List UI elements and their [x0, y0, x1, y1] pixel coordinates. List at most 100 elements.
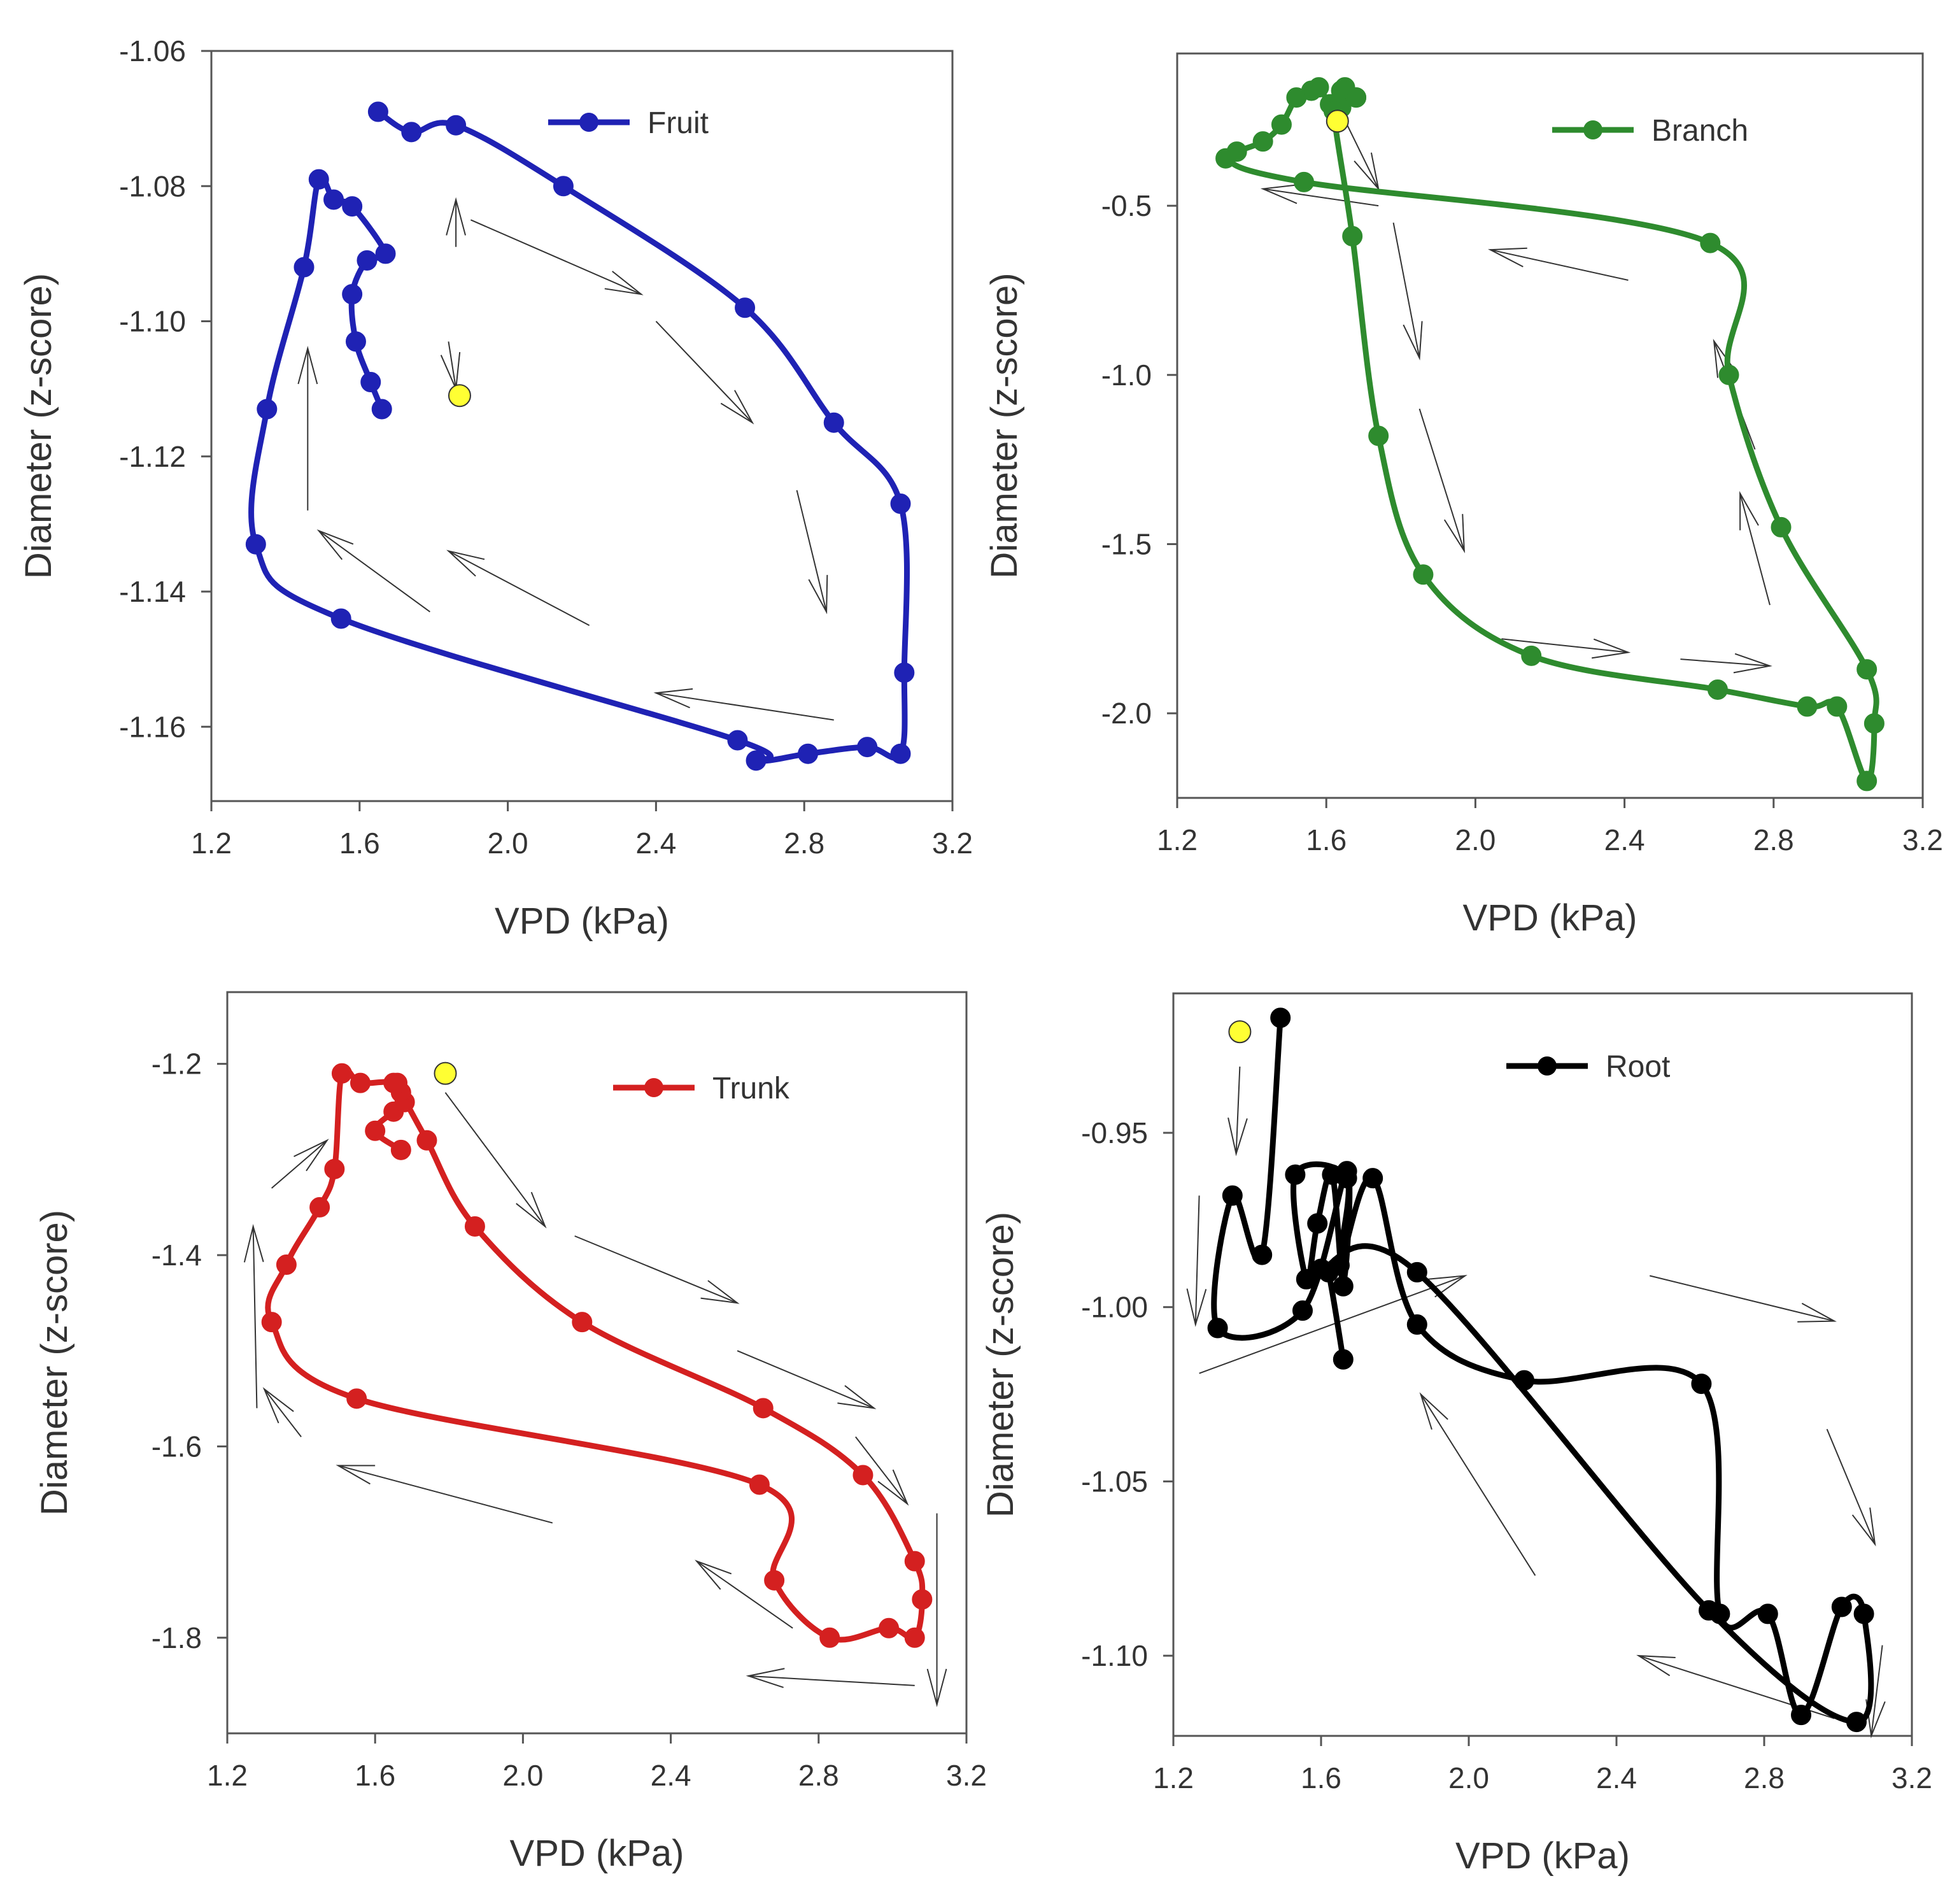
data-point — [1846, 1712, 1867, 1733]
x-tick-label: 2.0 — [488, 827, 528, 860]
data-point — [904, 1551, 925, 1572]
direction-arrow — [796, 490, 828, 615]
data-point — [912, 1589, 933, 1610]
direction-arrow — [1227, 1066, 1248, 1156]
legend: Root — [1506, 1050, 1670, 1084]
data-point — [365, 1120, 386, 1141]
legend-label: Fruit — [647, 106, 709, 140]
data-point — [345, 331, 366, 352]
x-tick-label: 1.2 — [1157, 823, 1198, 856]
direction-arrow — [271, 1139, 329, 1189]
data-point — [1406, 1261, 1427, 1282]
direction-arrow — [1418, 408, 1466, 553]
x-tick-label: 2.8 — [784, 827, 824, 860]
data-point — [1333, 1349, 1354, 1370]
data-point — [890, 743, 911, 764]
data-point — [749, 1474, 770, 1495]
data-point — [387, 1072, 408, 1093]
direction-arrow — [336, 1465, 553, 1524]
y-axis-title: Diameter (z-score) — [18, 273, 59, 579]
direction-arrow — [1186, 1195, 1207, 1327]
data-point — [1853, 1603, 1874, 1624]
data-point — [1856, 659, 1878, 680]
data-point — [346, 1388, 367, 1409]
direction-arrow — [243, 1224, 264, 1409]
data-point — [1757, 1603, 1778, 1624]
direction-arrow — [926, 1513, 947, 1707]
direction-arrow — [444, 1092, 547, 1229]
x-tick-label: 2.4 — [635, 827, 676, 860]
data-point — [727, 730, 748, 751]
direction-arrow — [655, 320, 754, 425]
direction-arrow — [1199, 1275, 1467, 1374]
legend-marker — [644, 1078, 663, 1097]
data-point — [1307, 1213, 1328, 1234]
x-tick-label: 2.0 — [502, 1759, 543, 1792]
data-point — [401, 122, 422, 143]
y-axis-title: Diameter (z-score) — [984, 273, 1025, 578]
direction-arrow — [1826, 1428, 1876, 1547]
x-axis-title: VPD (kPa) — [495, 900, 669, 942]
x-tick-label: 1.6 — [1306, 823, 1347, 856]
data-point — [367, 101, 388, 122]
y-tick-label: -1.05 — [1081, 1465, 1148, 1498]
y-tick-label: -1.06 — [119, 34, 186, 67]
data-point — [823, 412, 844, 433]
data-point — [308, 169, 329, 190]
data-point — [1514, 1370, 1534, 1391]
y-tick-label: -0.5 — [1101, 189, 1152, 222]
direction-arrow — [855, 1436, 909, 1506]
data-point — [446, 115, 467, 136]
data-point — [1285, 1164, 1306, 1185]
x-tick-label: 1.6 — [1301, 1761, 1341, 1794]
data-point — [798, 743, 819, 764]
x-tick-label: 3.2 — [1892, 1761, 1932, 1794]
data-point — [879, 1617, 900, 1638]
direction-arrow — [737, 1350, 877, 1409]
data-point — [1521, 645, 1542, 666]
direction-arrow — [1260, 183, 1379, 207]
direction-arrow — [316, 529, 430, 613]
panel-fruit: 1.2 1.6 2.0 2.4 2.8 3.2 -1.06 -1.08 -1.10 -1.12 -1… — [18, 34, 973, 942]
data-point — [390, 1139, 411, 1160]
y-tick-label: -2.0 — [1101, 697, 1152, 730]
y-tick-label: -1.08 — [119, 169, 186, 202]
data-point — [416, 1130, 437, 1151]
y-tick-label: -1.5 — [1101, 527, 1152, 560]
panel-root: 1.2 1.6 2.0 2.4 2.8 3.2 -0.95 -1.00 -1.05 -1.10 VP… — [980, 992, 1932, 1877]
direction-arrow — [1392, 222, 1423, 361]
data-point — [1336, 1168, 1357, 1189]
data-point — [360, 372, 381, 393]
data-point — [293, 257, 315, 278]
data-point — [1271, 114, 1292, 135]
data-point — [1222, 1185, 1243, 1206]
start-point-marker — [1326, 110, 1349, 133]
x-tick-label: 1.2 — [207, 1759, 248, 1792]
y-tick-label: -1.8 — [152, 1621, 202, 1654]
data-point — [1215, 148, 1236, 169]
y-tick-label: -1.16 — [119, 710, 186, 743]
direction-arrow — [1680, 653, 1772, 674]
data-point — [1294, 171, 1315, 192]
data-point — [1791, 1705, 1811, 1726]
direction-arrow — [262, 1387, 302, 1438]
legend-label: Root — [1606, 1050, 1670, 1084]
data-point — [1718, 364, 1739, 385]
x-tick-label: 3.2 — [932, 827, 973, 860]
data-point — [1296, 1268, 1317, 1289]
plot-frame — [210, 50, 954, 802]
x-tick-label: 2.0 — [1448, 1761, 1489, 1794]
data-point — [1252, 1244, 1273, 1265]
legend: Trunk — [613, 1072, 790, 1105]
data-point — [323, 189, 344, 210]
x-tick-label: 1.2 — [1153, 1761, 1194, 1794]
x-tick-label: 1.6 — [339, 827, 380, 860]
y-tick-label: -1.00 — [1081, 1291, 1148, 1324]
data-point — [1362, 1168, 1383, 1189]
direction-arrow — [695, 1559, 793, 1629]
data-point — [257, 399, 278, 420]
data-point — [1691, 1374, 1712, 1395]
y-axis-title: Diameter (z-score) — [980, 1212, 1021, 1517]
plot-frame — [226, 991, 968, 1735]
x-tick-label: 2.8 — [798, 1759, 839, 1792]
